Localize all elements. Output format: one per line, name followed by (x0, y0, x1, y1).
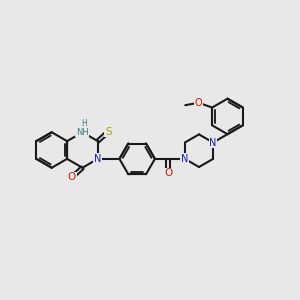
Text: N: N (209, 138, 217, 148)
Text: S: S (105, 127, 112, 136)
Text: O: O (164, 168, 172, 178)
Text: N: N (181, 154, 188, 164)
Text: O: O (195, 98, 202, 108)
Text: N: N (94, 154, 101, 164)
Text: NH: NH (76, 128, 89, 137)
Text: O: O (68, 172, 76, 182)
Text: H: H (82, 119, 87, 128)
